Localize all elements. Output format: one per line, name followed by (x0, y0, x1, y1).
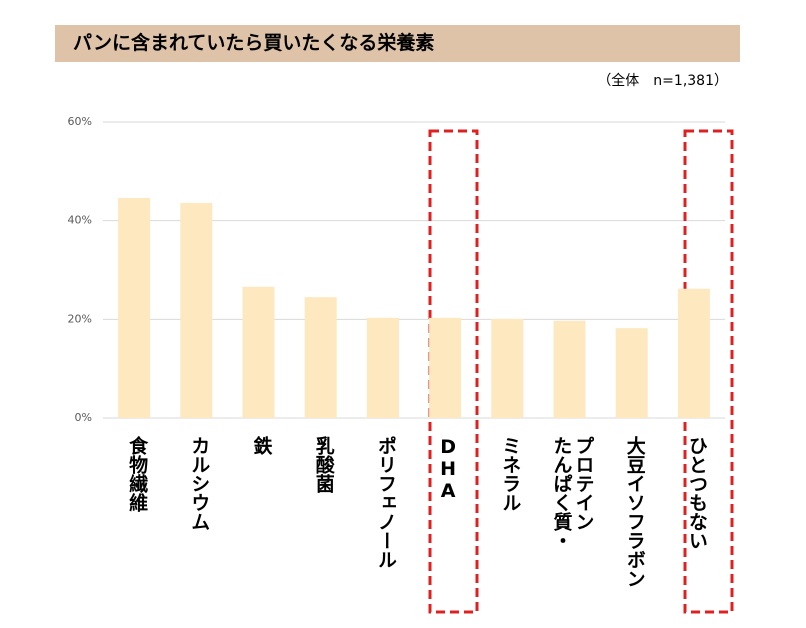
x-tick-label: 大豆イソフラボン (623, 436, 646, 588)
x-tick-label: ひとつもない (685, 436, 708, 550)
bar (180, 202, 213, 418)
bar (118, 197, 151, 418)
chart-title: パンに含まれていたら買いたくなる栄養素 (55, 25, 740, 62)
y-tick-label: 20% (68, 312, 92, 325)
chart-subtitle: （全体 n=1,381） (597, 73, 728, 89)
bar (304, 297, 337, 418)
x-tick-label: ミネラル (499, 436, 522, 512)
y-tick-label: 60% (68, 115, 92, 128)
bar (491, 318, 524, 418)
x-tick-label: たんぱく質・ プロテイン (550, 436, 595, 550)
bar (615, 328, 648, 418)
x-tick-label: 食物繊維 (126, 436, 149, 512)
y-tick-label: 0% (75, 411, 92, 424)
bar (242, 286, 275, 418)
x-tick-label: ポリフェノール (374, 436, 397, 569)
x-tick-label: 乳酸菌 (312, 436, 335, 493)
x-tick-label: DHA (437, 436, 460, 502)
bar (366, 317, 399, 418)
bar (677, 288, 710, 418)
bar (553, 320, 586, 418)
x-tick-label: 鉄 (250, 436, 273, 455)
x-tick-label: カルシウム (188, 436, 211, 531)
bar (429, 317, 462, 418)
y-tick-label: 40% (68, 214, 92, 227)
